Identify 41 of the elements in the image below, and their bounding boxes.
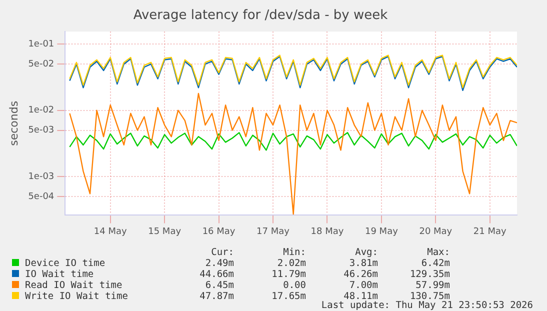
y-tick-label: 5e-03	[28, 126, 54, 136]
text: 2.02m	[276, 258, 307, 269]
text: 46.26m	[342, 269, 379, 280]
y-tick-label: 1e-01	[28, 40, 54, 50]
text: 0.00	[282, 280, 307, 291]
text: Last update: Thu May 21 23:50:53 2026	[321, 300, 533, 311]
legend-label: Write IO Wait time	[24, 291, 129, 302]
legend-label: Device IO time	[24, 258, 106, 269]
y-tick-label: 5e-02	[28, 59, 54, 70]
y-tick-label: 1e-02	[28, 106, 54, 116]
x-tick-label: 16 May	[202, 226, 236, 237]
x-tick-label: 15 May	[148, 226, 182, 237]
text: Cur:	[210, 247, 235, 258]
x-tick-label: 14 May	[94, 226, 128, 237]
text: 44.66m	[198, 269, 235, 280]
text: Max:	[426, 247, 451, 258]
text: 11.79m	[270, 269, 307, 280]
x-tick-label: 19 May	[364, 226, 399, 237]
chart-title: Average latency for /dev/sda - by week	[133, 8, 388, 24]
text: 48.11m	[344, 291, 378, 302]
y-axis-title: seconds	[7, 100, 20, 146]
text: 57.99m	[414, 280, 451, 291]
text: Min:	[282, 247, 307, 258]
text: 47.87m	[198, 291, 235, 302]
text: 7.00m	[348, 280, 379, 291]
text: Avg:	[354, 247, 379, 258]
x-tick-label: 18 May	[310, 226, 344, 237]
x-tick-label: 20 May	[419, 226, 453, 237]
text: 129.35m	[408, 269, 451, 280]
text: 2.49m	[204, 258, 235, 269]
text: 17.65m	[270, 291, 307, 302]
text: 6.45m	[204, 280, 235, 291]
y-tick-label: 1e-03	[28, 172, 54, 182]
x-tick-label: 17 May	[256, 226, 290, 237]
x-tick-label: 21 May	[473, 226, 508, 237]
text: 6.42m	[420, 258, 451, 269]
y-tick-label: 5e-04	[28, 192, 54, 202]
legend-label: IO Wait time	[24, 269, 95, 280]
text: 3.81m	[348, 258, 379, 269]
text: 130.75m	[410, 291, 450, 302]
legend-label: Read IO Wait time	[24, 280, 124, 291]
